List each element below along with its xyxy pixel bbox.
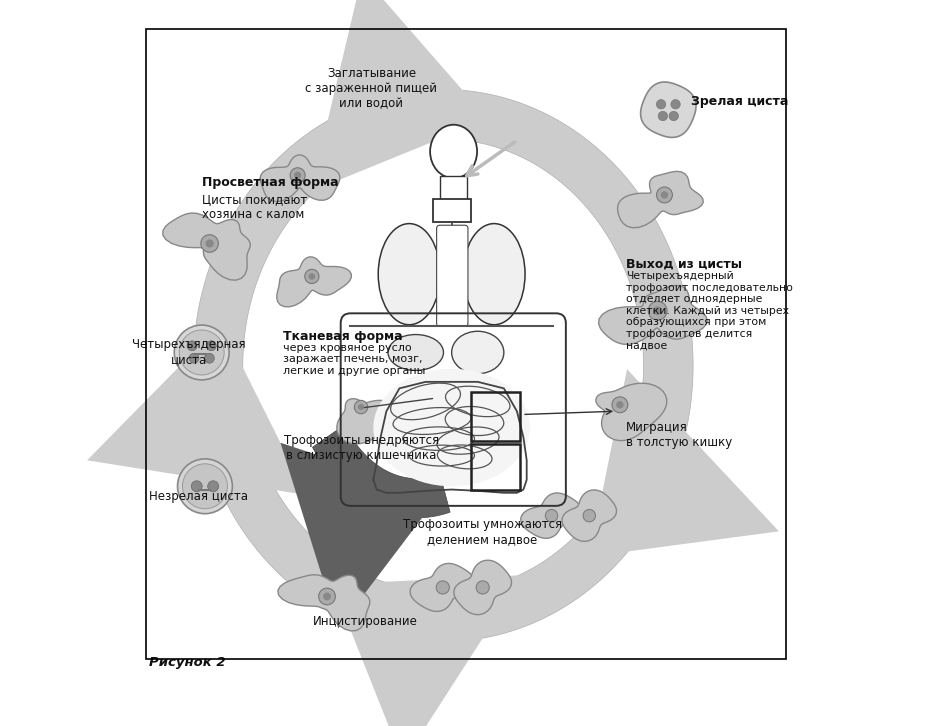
- Polygon shape: [336, 399, 399, 444]
- Circle shape: [476, 581, 489, 594]
- Circle shape: [323, 592, 331, 600]
- Polygon shape: [260, 155, 340, 202]
- Circle shape: [653, 306, 662, 315]
- Polygon shape: [454, 560, 512, 615]
- Text: через кровяное русло
заражает печень, мозг,
легкие и другие органы: через кровяное русло заражает печень, мо…: [283, 343, 426, 376]
- Ellipse shape: [378, 224, 440, 325]
- Ellipse shape: [463, 224, 525, 325]
- Circle shape: [290, 168, 305, 183]
- Circle shape: [189, 354, 199, 363]
- Circle shape: [187, 340, 197, 351]
- Circle shape: [174, 325, 229, 380]
- Polygon shape: [410, 563, 475, 611]
- Text: Незрелая циста: Незрелая циста: [149, 489, 248, 502]
- Ellipse shape: [374, 369, 530, 486]
- Polygon shape: [312, 425, 450, 518]
- Circle shape: [305, 269, 319, 284]
- Circle shape: [658, 111, 667, 121]
- FancyBboxPatch shape: [433, 199, 472, 222]
- Polygon shape: [440, 176, 467, 204]
- Circle shape: [649, 301, 667, 320]
- Polygon shape: [618, 171, 704, 228]
- Ellipse shape: [388, 335, 444, 370]
- Circle shape: [358, 404, 364, 410]
- Text: Цисты покидают
хозяина с калом: Цисты покидают хозяина с калом: [201, 192, 307, 221]
- Bar: [472, 391, 520, 441]
- Circle shape: [612, 397, 628, 412]
- Circle shape: [206, 340, 216, 351]
- Circle shape: [671, 99, 680, 109]
- Circle shape: [191, 481, 202, 492]
- Circle shape: [204, 354, 214, 363]
- Text: Просветная форма: Просветная форма: [201, 176, 338, 189]
- Ellipse shape: [430, 125, 477, 179]
- Text: Четырехъядерная
циста: Четырехъядерная циста: [131, 338, 245, 367]
- Circle shape: [669, 111, 678, 121]
- Text: Миграция
в толстую кишку: Миграция в толстую кишку: [626, 421, 733, 449]
- Polygon shape: [163, 213, 251, 280]
- Polygon shape: [193, 89, 693, 642]
- Circle shape: [205, 240, 213, 248]
- Polygon shape: [596, 383, 666, 441]
- Circle shape: [545, 510, 557, 522]
- Polygon shape: [598, 285, 707, 344]
- Polygon shape: [521, 493, 582, 538]
- Text: Трофозоиты умножаются
делением надвое: Трофозоиты умножаются делением надвое: [403, 518, 562, 546]
- Text: Зрелая циста: Зрелая циста: [692, 94, 788, 107]
- Bar: [472, 444, 520, 489]
- Circle shape: [200, 234, 218, 252]
- Circle shape: [183, 464, 227, 509]
- Circle shape: [179, 330, 225, 375]
- Polygon shape: [277, 257, 351, 307]
- Circle shape: [436, 581, 449, 594]
- FancyBboxPatch shape: [436, 225, 468, 327]
- Polygon shape: [640, 82, 696, 137]
- Text: Тканевая форма: Тканевая форма: [283, 330, 403, 343]
- Circle shape: [583, 510, 596, 522]
- Circle shape: [656, 99, 665, 109]
- Circle shape: [177, 459, 232, 514]
- Text: Заглатывание
с зараженной пищей
или водой: Заглатывание с зараженной пищей или водо…: [306, 67, 437, 110]
- Circle shape: [616, 401, 624, 409]
- Circle shape: [308, 273, 315, 280]
- Circle shape: [656, 187, 672, 203]
- Polygon shape: [278, 575, 370, 631]
- Text: Выход из цисты: Выход из цисты: [626, 258, 742, 271]
- Circle shape: [354, 401, 368, 414]
- Polygon shape: [562, 490, 617, 542]
- Text: Четырехъядерный
трофозоит последовательно
отделяет одноядерные
клетки. Каждый из: Четырехъядерный трофозоит последовательн…: [626, 271, 793, 351]
- Circle shape: [319, 588, 336, 605]
- Circle shape: [295, 172, 301, 179]
- Circle shape: [208, 481, 219, 492]
- Text: Рисунок 2: Рисунок 2: [149, 656, 226, 669]
- Text: Трофозоиты внедряются
в слизистую кишечника: Трофозоиты внедряются в слизистую кишечн…: [284, 434, 439, 462]
- Circle shape: [661, 191, 668, 199]
- Ellipse shape: [452, 331, 504, 374]
- Text: Инцистирование: Инцистирование: [312, 615, 418, 628]
